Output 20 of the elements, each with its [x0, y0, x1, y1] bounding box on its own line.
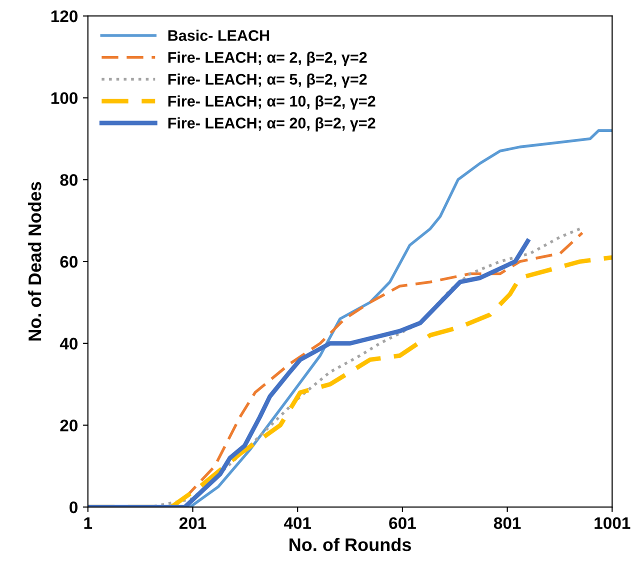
- y-tick-label: 120: [51, 10, 78, 22]
- y-tick-label: 40: [60, 338, 78, 350]
- x-tick-label: 601: [389, 517, 416, 530]
- legend-label: Fire- LEACH; α= 20, β=2, γ=2: [168, 117, 376, 132]
- x-tick-label: 201: [179, 517, 206, 530]
- legend-label: Basic- LEACH: [168, 30, 270, 41]
- legend-label: Fire- LEACH; α= 10, β=2, γ=2: [168, 95, 376, 110]
- y-tick-label: 80: [60, 174, 78, 186]
- y-tick-label: 20: [60, 420, 78, 432]
- y-tick-label: 0: [70, 501, 78, 514]
- y-tick-label: 60: [60, 256, 78, 268]
- x-axis-title: No. of Rounds: [290, 538, 411, 552]
- y-tick-label: 100: [51, 92, 78, 104]
- legend-label: Fire- LEACH; α= 5, β=2, γ=2: [168, 74, 367, 88]
- x-tick-label: 1: [84, 517, 92, 529]
- x-tick-label: 801: [494, 517, 521, 530]
- x-tick-label: 401: [284, 517, 312, 530]
- legend-label: Fire- LEACH; α= 2, β=2, γ=2: [168, 52, 367, 66]
- x-tick-label: 1001: [594, 517, 630, 530]
- y-axis-title: No. of Dead Nodes: [28, 182, 42, 341]
